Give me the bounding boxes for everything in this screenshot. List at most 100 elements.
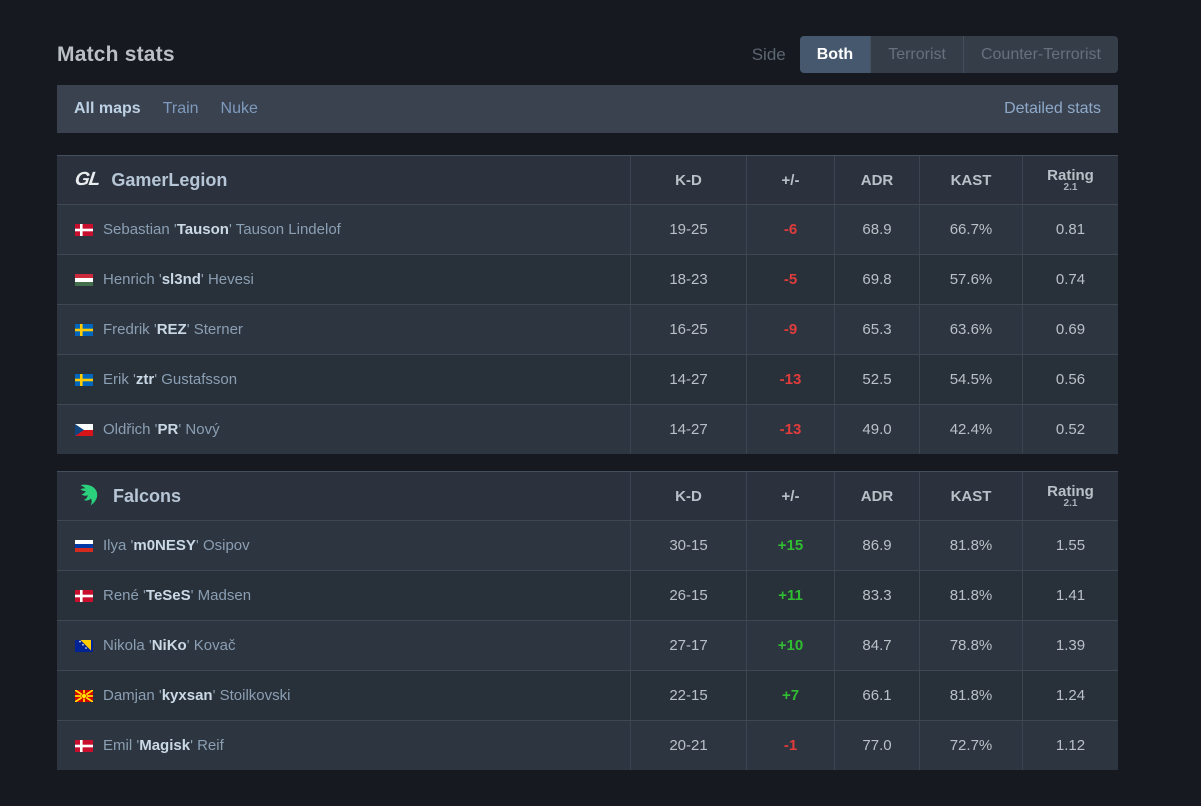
player-name-cell: Nikola 'NiKo' Kovač [57, 621, 630, 670]
player-row: Ilya 'm0NESY' Osipov 30-15 +15 86.9 81.8% 1.5… [57, 520, 1118, 570]
side-option-both[interactable]: Both [799, 36, 871, 73]
stat-plus-minus: +11 [746, 571, 834, 620]
player-name-cell: Erik 'ztr' Gustafsson [57, 355, 630, 404]
player-row: Sebastian 'Tauson' Tauson Lindelof 19-25-… [57, 204, 1118, 254]
player-row: René 'TeSeS' Madsen 26-15 +11 83.3 81.8% 1.41 [57, 570, 1118, 620]
player-name-cell: Oldřich 'PR' Nový [57, 405, 630, 454]
stat-plus-minus: -13 [746, 355, 834, 404]
title-row: Match stats Side Both Terrorist Counter-… [57, 36, 1118, 73]
stat-rating: 0.74 [1022, 255, 1118, 304]
player-name[interactable]: Ilya 'm0NESY' Osipov [103, 537, 250, 554]
stat-rating: 0.52 [1022, 405, 1118, 454]
team-header-row: Falcons K-D +/- ADR KAST Rating 2.1 [57, 472, 1118, 520]
stat-kast: 57.6% [919, 255, 1022, 304]
stat-adr: 77.0 [834, 721, 919, 770]
side-option-counter-terrorist[interactable]: Counter-Terrorist [962, 36, 1118, 73]
stat-kast: 42.4% [919, 405, 1022, 454]
stat-kast: 81.8% [919, 571, 1022, 620]
player-name-cell: René 'TeSeS' Madsen [57, 571, 630, 620]
stat-plus-minus: -5 [746, 255, 834, 304]
stat-kast: 72.7% [919, 721, 1022, 770]
player-name-cell: Henrich 'sl3nd' Hevesi [57, 255, 630, 304]
stat-kd: 19-25 [630, 205, 746, 254]
side-label: Side [751, 44, 786, 64]
side-option-terrorist[interactable]: Terrorist [870, 36, 963, 73]
stat-adr: 49.0 [834, 405, 919, 454]
stat-adr: 52.5 [834, 355, 919, 404]
flag-north-macedonia-icon [75, 689, 93, 702]
stat-kd: 14-27 [630, 405, 746, 454]
stat-plus-minus: -6 [746, 205, 834, 254]
match-stats-panel: Match stats Side Both Terrorist Counter-… [57, 36, 1118, 770]
stat-kd: 30-15 [630, 521, 746, 570]
stat-plus-minus: +15 [746, 521, 834, 570]
player-row: Emil 'Magisk' Reif 20-21 -1 77.0 72.7% 1.12 [57, 720, 1118, 770]
page-title: Match stats [57, 42, 175, 66]
detailed-stats-link[interactable]: Detailed stats [1004, 100, 1101, 117]
column-header-adr: ADR [834, 472, 919, 520]
column-header-kast: KAST [919, 472, 1022, 520]
player-name[interactable]: Nikola 'NiKo' Kovač [103, 637, 236, 654]
flag-denmark-icon [75, 589, 93, 602]
player-name[interactable]: Damjan 'kyxsan' Stoilkovski [103, 687, 291, 704]
player-name[interactable]: René 'TeSeS' Madsen [103, 587, 252, 604]
gamerlegion-logo-icon: GL [73, 169, 101, 190]
stat-plus-minus: +7 [746, 671, 834, 720]
player-name-cell: Ilya 'm0NESY' Osipov [57, 521, 630, 570]
falcons-logo-icon [75, 483, 101, 509]
stat-rating: 0.56 [1022, 355, 1118, 404]
stat-plus-minus: -9 [746, 305, 834, 354]
flag-bosnia-herzegovina-icon [75, 639, 93, 652]
stat-rating: 1.41 [1022, 571, 1118, 620]
stat-rating: 1.24 [1022, 671, 1118, 720]
column-header-kd: K-D [630, 156, 746, 204]
stat-plus-minus: -1 [746, 721, 834, 770]
stat-adr: 68.9 [834, 205, 919, 254]
flag-hungary-icon [75, 273, 93, 286]
stat-plus-minus: -13 [746, 405, 834, 454]
stat-kd: 22-15 [630, 671, 746, 720]
stat-kd: 26-15 [630, 571, 746, 620]
team-name[interactable]: Falcons [113, 485, 182, 506]
player-name[interactable]: Oldřich 'PR' Nový [103, 421, 220, 438]
stat-kd: 16-25 [630, 305, 746, 354]
player-name[interactable]: Fredrik 'REZ' Sterner [103, 321, 243, 338]
stat-adr: 83.3 [834, 571, 919, 620]
tab-train[interactable]: Train [162, 100, 199, 117]
column-header-adr: ADR [834, 156, 919, 204]
stat-adr: 69.8 [834, 255, 919, 304]
stat-rating: 0.81 [1022, 205, 1118, 254]
player-row: Fredrik 'REZ' Sterner 16-25 -9 65.3 63.6% 0.6… [57, 304, 1118, 354]
team-table-gamerlegion: GL GamerLegion K-D +/- ADR KAST Rating 2.1 Sebas… [57, 155, 1118, 454]
stat-adr: 84.7 [834, 621, 919, 670]
player-row: Damjan 'kyxsan' Stoilkovski 22-15 +7 66.1 81… [57, 670, 1118, 720]
player-name[interactable]: Sebastian 'Tauson' Tauson Lindelof [103, 221, 341, 238]
tab-all-maps[interactable]: All maps [74, 100, 141, 117]
player-row: Oldřich 'PR' Nový 14-27 -13 49.0 42.4% 0.52 [57, 404, 1118, 454]
tab-nuke[interactable]: Nuke [220, 100, 258, 117]
stat-kast: 81.8% [919, 671, 1022, 720]
team-name[interactable]: GamerLegion [111, 169, 228, 190]
stat-adr: 65.3 [834, 305, 919, 354]
flag-russia-icon [75, 539, 93, 552]
stat-plus-minus: +10 [746, 621, 834, 670]
side-toggle-group: Both Terrorist Counter-Terrorist [799, 36, 1118, 73]
player-row: Henrich 'sl3nd' Hevesi 18-23 -5 69.8 57.6% 0.… [57, 254, 1118, 304]
stat-kast: 63.6% [919, 305, 1022, 354]
stat-kast: 78.8% [919, 621, 1022, 670]
flag-denmark-icon [75, 223, 93, 236]
column-header-plus-minus: +/- [746, 156, 834, 204]
player-name-cell: Emil 'Magisk' Reif [57, 721, 630, 770]
side-control: Side Both Terrorist Counter-Terrorist [752, 36, 1118, 73]
player-name-cell: Damjan 'kyxsan' Stoilkovski [57, 671, 630, 720]
player-name[interactable]: Henrich 'sl3nd' Hevesi [103, 271, 254, 288]
team-table-falcons: Falcons K-D +/- ADR KAST Rating 2.1 Ilya 'm0NES… [57, 471, 1118, 770]
stat-rating: 0.69 [1022, 305, 1118, 354]
player-name[interactable]: Erik 'ztr' Gustafsson [103, 371, 238, 388]
stat-kast: 54.5% [919, 355, 1022, 404]
player-name[interactable]: Emil 'Magisk' Reif [103, 737, 224, 754]
stat-kd: 27-17 [630, 621, 746, 670]
stat-kd: 18-23 [630, 255, 746, 304]
team-header-cell: Falcons [57, 472, 630, 520]
stat-kast: 81.8% [919, 521, 1022, 570]
